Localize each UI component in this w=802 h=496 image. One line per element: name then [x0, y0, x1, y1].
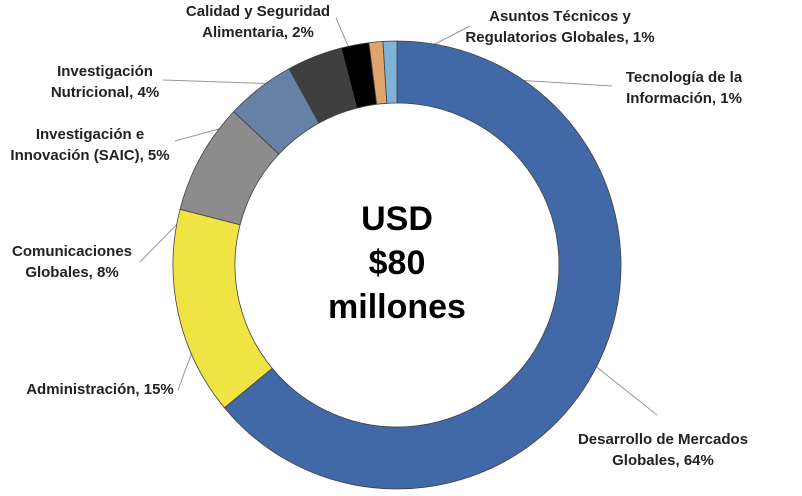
data-label: Comunicaciones [12, 243, 132, 260]
donut-segment [223, 40, 622, 490]
center-label: USD [361, 200, 433, 238]
labels: Desarrollo de Mercados Globales, 64% Admin… [10, 3, 748, 469]
data-label: Administración, 15% [26, 381, 174, 398]
data-label: Globales, 64% [612, 452, 714, 469]
data-label: Innovación (SAIC), 5% [10, 147, 169, 164]
donut [172, 40, 622, 490]
donut-segment [172, 208, 273, 409]
data-label: Globales, 8% [25, 264, 118, 281]
data-label: Investigación e [36, 126, 144, 143]
data-label: Información, 1% [626, 90, 742, 107]
data-label: Nutricional, 4% [51, 84, 159, 101]
data-label: Alimentaria, 2% [202, 24, 314, 41]
data-label: Regulatorios Globales, 1% [465, 29, 654, 46]
data-label: Investigación [57, 63, 153, 80]
data-label: Desarrollo de Mercados [578, 431, 748, 448]
center-label: millones [328, 288, 466, 326]
data-label: Tecnología de la [626, 69, 743, 86]
data-label: Asuntos Técnicos y [489, 8, 631, 25]
data-label: Calidad y Seguridad [186, 3, 330, 20]
donut-segment [382, 40, 398, 104]
center-label: $80 [369, 244, 426, 282]
